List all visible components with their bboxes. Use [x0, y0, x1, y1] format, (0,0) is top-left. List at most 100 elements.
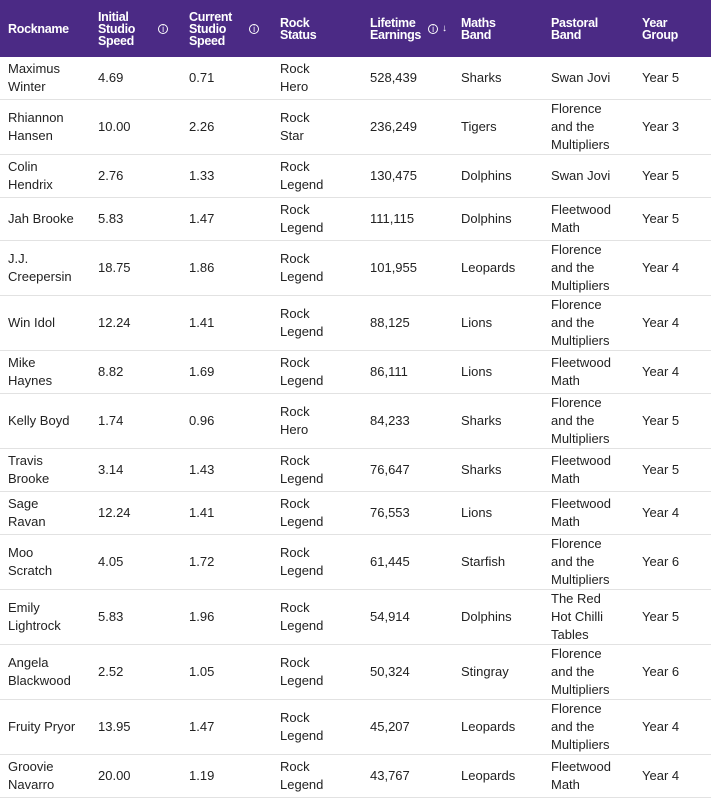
header-lifetime-earnings[interactable]: Lifetime Earnings i ↓ [362, 0, 453, 57]
header-year-group[interactable]: Year Group [634, 0, 711, 57]
cell-maths-band: Dolphins [453, 154, 543, 198]
rock-status-text: Rock Legend [280, 710, 324, 743]
cell-maths-band: Tigers [453, 99, 543, 155]
rockname-text: Kelly Boyd [8, 413, 70, 428]
maths-band-text: Sharks [461, 413, 502, 428]
header-pastoral-band[interactable]: Pastoral Band [543, 0, 634, 57]
cell-rock-status: Rock Legend [272, 699, 362, 755]
pastoral-band-text: Florence and the Multipliers [551, 646, 610, 697]
cell-year-group: Year 5 [634, 57, 711, 100]
initial-speed-text: 4.05 [98, 554, 124, 569]
cell-lifetime-earnings: 76,553 [362, 491, 453, 535]
cell-lifetime-earnings: 54,914 [362, 589, 453, 645]
cell-pastoral-band: Florence and the Multipliers [543, 99, 634, 155]
cell-lifetime-earnings: 50,324 [362, 644, 453, 700]
maths-band-text: Starfish [461, 554, 506, 569]
lifetime-earnings-text: 84,233 [370, 413, 410, 428]
current-speed-text: 1.41 [189, 505, 215, 520]
maths-band-text: Dolphins [461, 211, 512, 226]
table-row: J.J. Creepersin 18.75 1.86 Rock Legend 101,9… [0, 240, 711, 296]
cell-maths-band: Lions [453, 350, 543, 394]
cell-current-speed: 1.86 [181, 240, 272, 296]
header-rockname[interactable]: Rockname [0, 0, 90, 57]
cell-current-speed: 1.41 [181, 295, 272, 351]
pastoral-band-text: Swan Jovi [551, 70, 611, 85]
cell-lifetime-earnings: 130,475 [362, 154, 453, 198]
initial-speed-text: 1.74 [98, 413, 124, 428]
cell-initial-speed: 2.52 [90, 644, 181, 700]
cell-maths-band: Sharks [453, 448, 543, 492]
table-row: Emily Lightrock 5.83 1.96 Rock Legend 54,914… [0, 589, 711, 645]
lifetime-earnings-text: 111,115 [370, 211, 415, 226]
rockname-text: Colin Hendrix [8, 159, 53, 192]
cell-current-speed: 0.96 [181, 393, 272, 449]
cell-rockname: Maximus Winter [0, 57, 90, 100]
header-label: Current Studio Speed [189, 9, 233, 48]
header-label: Rock Status [280, 15, 317, 42]
cell-rock-status: Rock Legend [272, 644, 362, 700]
cell-maths-band: Sharks [453, 393, 543, 449]
cell-rock-status: Rock Hero [272, 393, 362, 449]
maths-band-text: Leopards [461, 260, 516, 275]
cell-initial-speed: 12.24 [90, 295, 181, 351]
pastoral-band-text: Swan Jovi [551, 168, 611, 183]
current-speed-text: 1.96 [189, 609, 215, 624]
info-icon[interactable]: i [158, 23, 168, 34]
lifetime-earnings-text: 76,647 [370, 462, 410, 477]
cell-year-group: Year 5 [634, 448, 711, 492]
table-row: Sage Ravan 12.24 1.41 Rock Legend 76,553 Lion… [0, 491, 711, 535]
cell-rockname: Kelly Boyd [0, 393, 90, 449]
current-speed-text: 1.43 [189, 462, 215, 477]
rockname-text: Jah Brooke [8, 211, 74, 226]
cell-initial-speed: 20.00 [90, 754, 181, 798]
cell-current-speed: 1.19 [181, 754, 272, 798]
cell-rockname: Sage Ravan [0, 491, 90, 535]
maths-band-text: Tigers [461, 119, 497, 134]
cell-rock-status: Rock Hero [272, 57, 362, 100]
info-icon[interactable]: i [249, 23, 259, 34]
cell-year-group: Year 3 [634, 99, 711, 155]
cell-rockname: Angela Blackwood [0, 644, 90, 700]
year-group-text: Year 5 [642, 70, 680, 85]
cell-pastoral-band: Florence and the Multipliers [543, 534, 634, 590]
maths-band-text: Stingray [461, 664, 509, 679]
rock-status-text: Rock Legend [280, 355, 324, 388]
cell-rock-status: Rock Legend [272, 491, 362, 535]
maths-band-text: Dolphins [461, 609, 512, 624]
header-maths-band[interactable]: Maths Band [453, 0, 543, 57]
cell-rock-status: Rock Legend [272, 295, 362, 351]
info-icon[interactable]: i [428, 23, 438, 34]
cell-pastoral-band: Swan Jovi [543, 57, 634, 100]
header-initial-speed[interactable]: Initial Studio Speed i [90, 0, 181, 57]
year-group-text: Year 4 [642, 315, 680, 330]
rockname-text: Travis Brooke [8, 453, 50, 486]
sort-down-icon[interactable]: ↓ [442, 22, 447, 34]
cell-rockname: Mike Haynes [0, 350, 90, 394]
pastoral-band-text: Florence and the Multipliers [551, 395, 610, 446]
year-group-text: Year 5 [642, 168, 680, 183]
header-label: Year Group [642, 15, 678, 42]
cell-pastoral-band: Florence and the Multipliers [543, 295, 634, 351]
initial-speed-text: 18.75 [98, 260, 131, 275]
rockname-text: Angela Blackwood [8, 655, 71, 688]
pastoral-band-text: Fleetwood Math [551, 496, 611, 529]
header-current-speed[interactable]: Current Studio Speed i [181, 0, 272, 57]
rock-status-text: Rock Legend [280, 545, 324, 578]
year-group-text: Year 4 [642, 768, 680, 783]
pastoral-band-text: Florence and the Multipliers [551, 297, 610, 348]
lifetime-earnings-text: 50,324 [370, 664, 410, 679]
table-row: Rhiannon Hansen 10.00 2.26 Rock Star 236,249… [0, 99, 711, 155]
maths-band-text: Sharks [461, 462, 502, 477]
initial-speed-text: 5.83 [98, 211, 124, 226]
cell-rockname: Jah Brooke [0, 197, 90, 241]
cell-rockname: Rhiannon Hansen [0, 99, 90, 155]
initial-speed-text: 2.76 [98, 168, 124, 183]
current-speed-text: 1.05 [189, 664, 215, 679]
cell-maths-band: Leopards [453, 699, 543, 755]
cell-year-group: Year 6 [634, 534, 711, 590]
cell-maths-band: Dolphins [453, 589, 543, 645]
pastoral-band-text: Florence and the Multipliers [551, 242, 610, 293]
header-rock-status[interactable]: Rock Status [272, 0, 362, 57]
cell-maths-band: Lions [453, 295, 543, 351]
cell-rockname: Fruity Pryor [0, 699, 90, 755]
